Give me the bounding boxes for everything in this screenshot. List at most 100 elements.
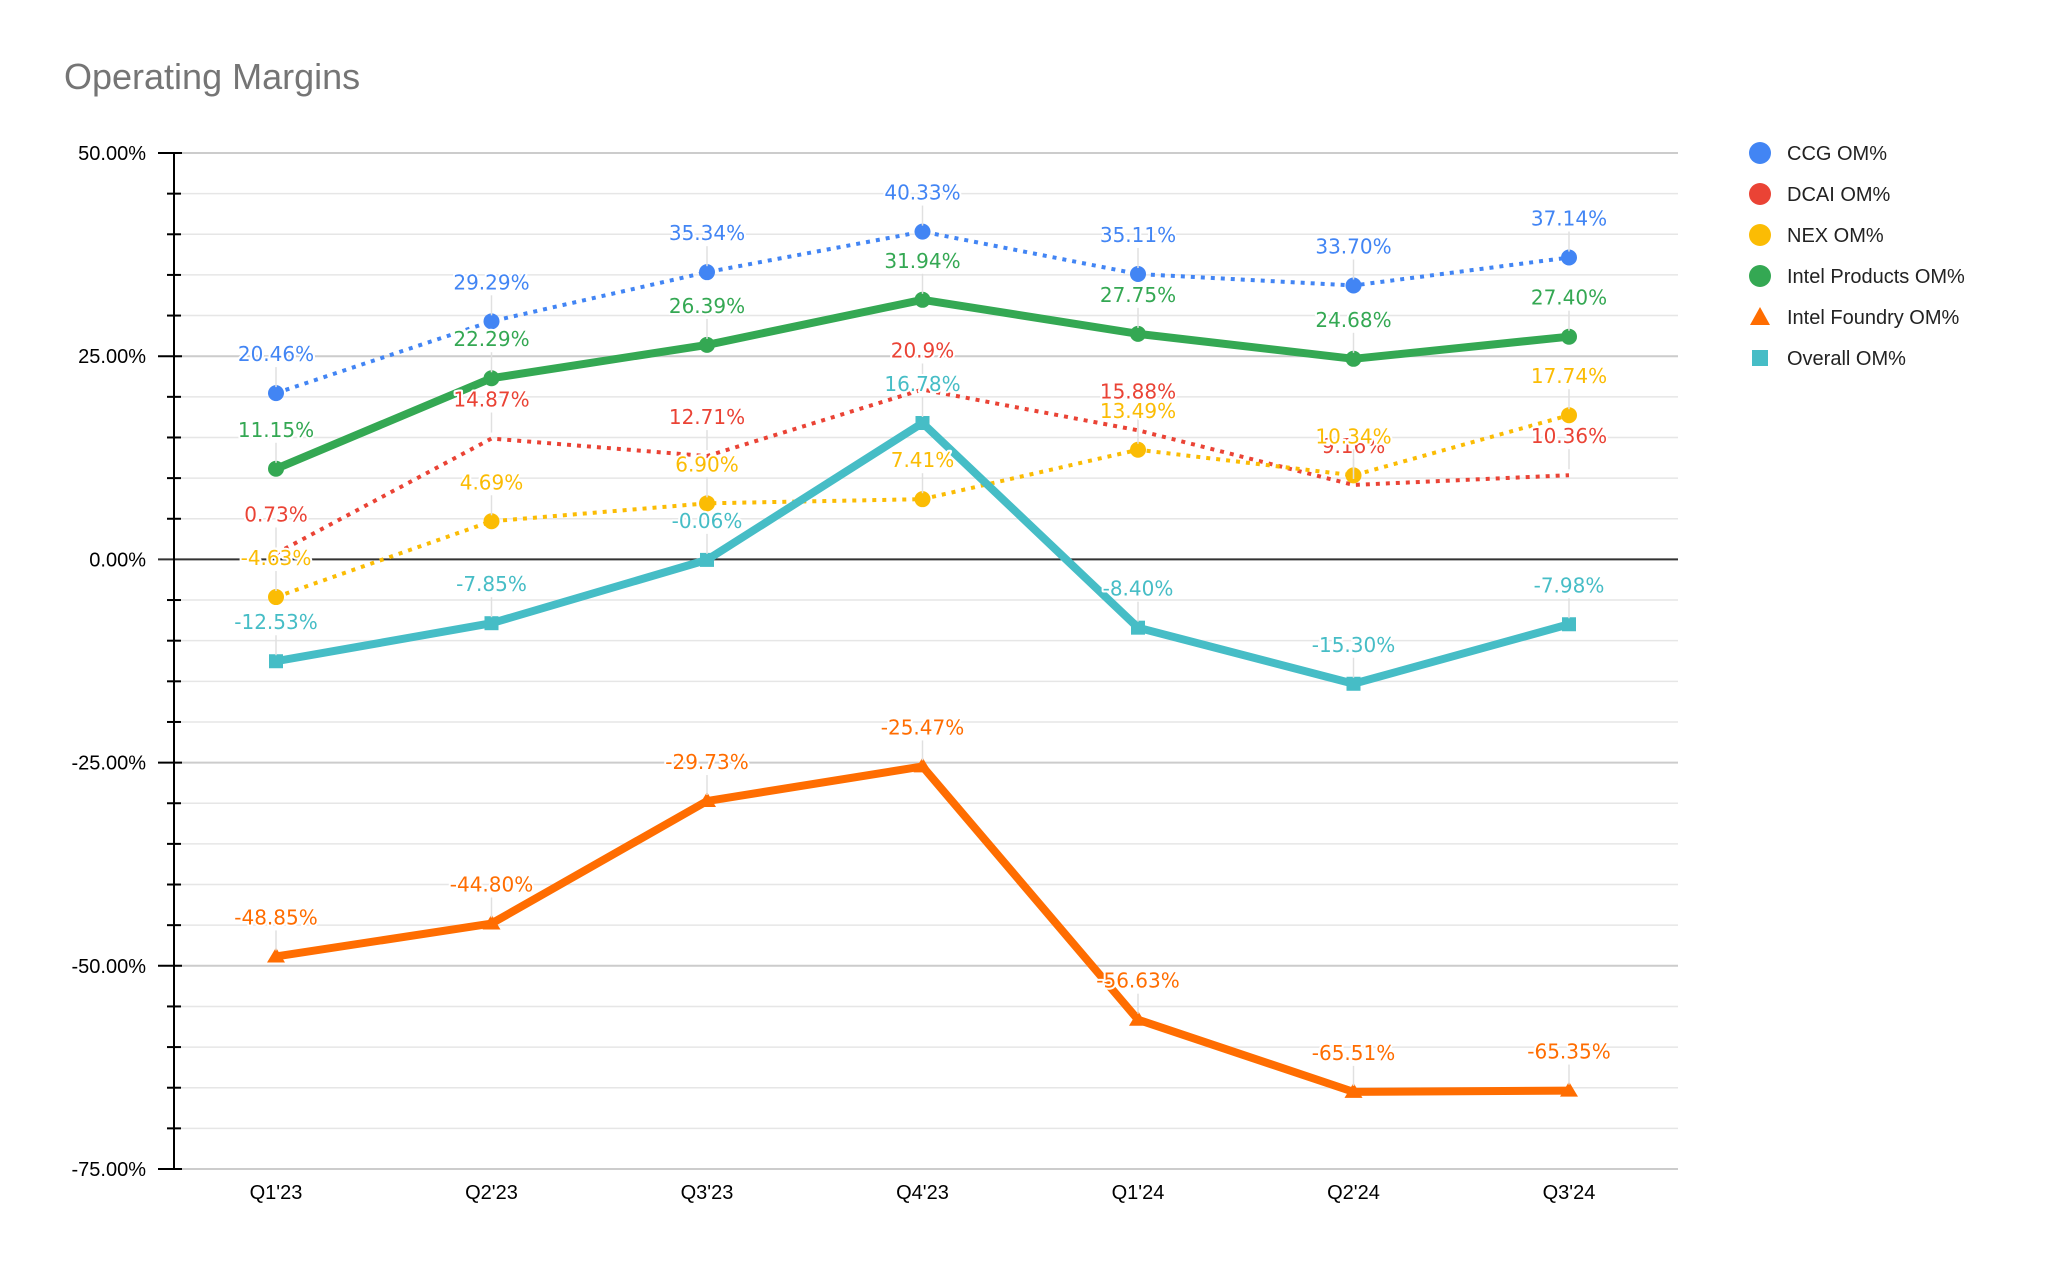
x-tick-label: Q2'23 (465, 1182, 518, 1204)
data-label: 13.49% (1100, 399, 1176, 423)
data-point (269, 654, 283, 669)
data-label: 16.78% (884, 372, 960, 396)
data-point (268, 385, 284, 402)
data-label: -44.80% (450, 873, 533, 897)
y-tick-label: 0.00% (89, 549, 146, 571)
legend-circle-icon (1749, 142, 1771, 164)
legend: CCG OM% DCAI OM% NEX OM% Intel Products OM%… (1749, 142, 1965, 370)
data-point (1130, 266, 1146, 283)
data-point (1346, 676, 1361, 691)
data-label: -48.85% (234, 905, 317, 929)
data-point (915, 416, 930, 431)
data-label: 12.71% (669, 405, 745, 429)
y-tick-label: -25.00% (72, 753, 147, 775)
gridlines (158, 152, 1678, 1170)
x-axis: Q1'23 Q2'23 Q3'23 Q4'23 Q1'24 Q2'24 Q3'24 (250, 1182, 1596, 1204)
data-label: 35.11% (1100, 223, 1176, 247)
data-label: -0.06% (672, 509, 743, 533)
data-point (482, 914, 501, 930)
x-tick-label: Q3'24 (1543, 1182, 1596, 1204)
data-label: -25.47% (881, 715, 964, 739)
data-point (699, 495, 715, 512)
legend-circle-icon (1749, 224, 1771, 246)
data-point (914, 491, 931, 508)
series-ccg-om (268, 223, 1577, 402)
data-label: -56.63% (1096, 969, 1179, 993)
x-tick-label: Q4'23 (896, 1182, 949, 1204)
x-tick-label: Q1'24 (1112, 1182, 1165, 1204)
legend-circle-icon (1749, 183, 1771, 205)
data-label: -12.53% (234, 610, 317, 634)
data-label: 14.87% (453, 388, 529, 412)
data-label: -29.73% (665, 750, 748, 774)
data-label: 10.36% (1531, 424, 1607, 448)
data-point (1561, 328, 1577, 345)
data-label: -65.35% (1527, 1040, 1610, 1064)
data-label: -7.85% (456, 572, 527, 596)
data-label: 7.41% (891, 448, 955, 472)
legend-label: Overall OM% (1787, 348, 1906, 370)
data-point (1561, 407, 1577, 424)
series-nex-om (268, 407, 1577, 606)
data-point (1130, 325, 1146, 342)
data-label: -4.63% (241, 546, 312, 570)
legend-item: DCAI OM% (1749, 183, 1891, 206)
legend-triangle-icon (1750, 307, 1770, 325)
data-point (1562, 617, 1576, 632)
data-point (699, 264, 715, 281)
data-point (1130, 441, 1146, 458)
data-point (1129, 1010, 1147, 1026)
data-point (1561, 249, 1577, 266)
data-label: 31.94% (884, 249, 960, 273)
y-tick-label: 25.00% (78, 346, 146, 368)
data-point (1560, 1081, 1578, 1097)
data-point (699, 336, 715, 353)
data-label: -7.98% (1534, 573, 1605, 597)
data-label: 27.40% (1531, 286, 1607, 310)
data-label: 6.90% (675, 452, 739, 476)
data-point (1345, 277, 1362, 294)
legend-item: NEX OM% (1749, 224, 1884, 247)
legend-circle-icon (1749, 265, 1771, 287)
data-label: -8.40% (1103, 577, 1174, 601)
x-tick-label: Q3'23 (681, 1182, 734, 1204)
data-label: 27.75% (1100, 283, 1176, 307)
data-label: 20.9% (891, 339, 955, 363)
chart-title: Operating Margins (64, 56, 361, 97)
legend-item: Overall OM% (1752, 348, 1906, 370)
y-axis: 50.00% 25.00% 0.00% -25.00% -50.00% -75.00% (72, 143, 182, 1181)
data-label: 24.68% (1315, 308, 1391, 332)
data-label: 9.16% (1322, 434, 1386, 458)
data-label: 20.46% (238, 342, 314, 366)
data-label: 15.88% (1100, 379, 1176, 403)
data-label: 22.29% (453, 327, 529, 351)
y-tick-label: -50.00% (72, 956, 147, 978)
data-label: 0.73% (244, 502, 308, 526)
data-point (698, 792, 716, 808)
y-tick-label: 50.00% (78, 143, 146, 165)
data-point (268, 460, 284, 477)
data-label: 33.70% (1315, 234, 1391, 258)
legend-label: CCG OM% (1787, 143, 1887, 165)
data-label: 37.14% (1531, 207, 1607, 231)
x-tick-label: Q1'23 (250, 1182, 303, 1204)
series-intel-products-om (268, 291, 1577, 477)
data-label: 35.34% (669, 221, 745, 245)
legend-label: Intel Foundry OM% (1787, 307, 1960, 329)
data-label: 26.39% (669, 294, 745, 318)
data-label: 40.33% (884, 181, 960, 205)
data-point (484, 616, 499, 631)
legend-label: DCAI OM% (1787, 184, 1891, 206)
data-point (914, 223, 931, 240)
legend-item: CCG OM% (1749, 142, 1887, 165)
y-tick-label: -75.00% (72, 1159, 147, 1181)
legend-item: Intel Products OM% (1749, 265, 1965, 288)
data-label: 17.74% (1531, 364, 1607, 388)
series-overall-om (269, 416, 1576, 691)
data-point (267, 947, 285, 963)
x-tick-label: Q2'24 (1327, 1182, 1380, 1204)
legend-label: NEX OM% (1787, 225, 1884, 247)
legend-item: Intel Foundry OM% (1750, 307, 1960, 329)
data-label: -65.51% (1312, 1041, 1395, 1065)
